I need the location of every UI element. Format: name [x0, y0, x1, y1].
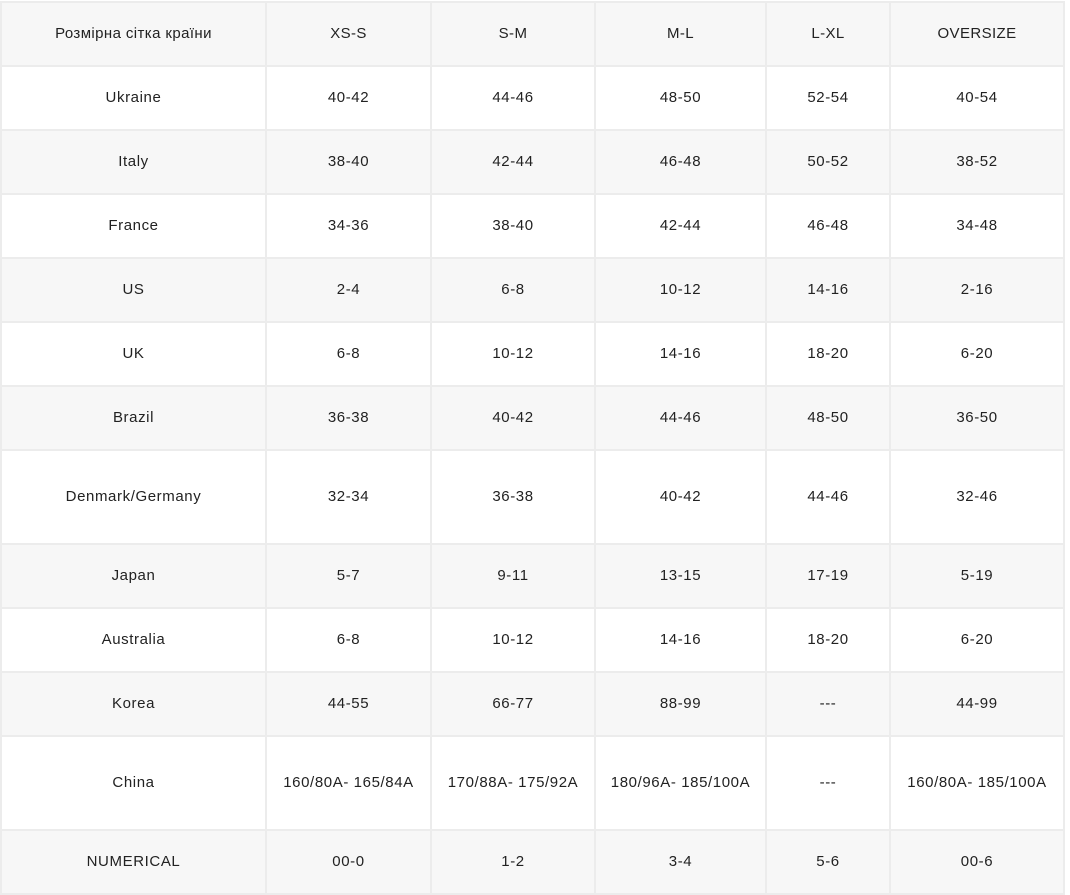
size-cell: 42-44 — [430, 129, 596, 195]
country-cell: US — [0, 257, 267, 323]
table-row: China 160/80A- 165/84A 170/88A- 175/92A 180… — [0, 735, 1065, 831]
size-cell: 9-11 — [430, 543, 596, 609]
size-cell: 34-36 — [265, 193, 432, 259]
size-cell: 17-19 — [765, 543, 891, 609]
table-row: US 2-4 6-8 10-12 14-16 2-16 — [0, 257, 1065, 323]
size-cell: 180/96A- 185/100A — [594, 735, 767, 831]
size-cell: 6-20 — [889, 321, 1065, 387]
size-cell: 2-16 — [889, 257, 1065, 323]
size-cell: --- — [765, 735, 891, 831]
size-cell: 32-46 — [889, 449, 1065, 545]
size-cell: 40-54 — [889, 65, 1065, 131]
size-cell: 160/80A- 165/84A — [265, 735, 432, 831]
size-cell: 50-52 — [765, 129, 891, 195]
table-row: UK 6-8 10-12 14-16 18-20 6-20 — [0, 321, 1065, 387]
size-cell: 46-48 — [765, 193, 891, 259]
size-cell: 44-46 — [765, 449, 891, 545]
size-cell: 46-48 — [594, 129, 767, 195]
size-cell: 48-50 — [765, 385, 891, 451]
size-cell: 170/88A- 175/92A — [430, 735, 596, 831]
size-cell: 6-20 — [889, 607, 1065, 673]
size-cell: 42-44 — [594, 193, 767, 259]
size-cell: 5-6 — [765, 829, 891, 895]
table-row: Denmark/Germany 32-34 36-38 40-42 44-46 32-46 — [0, 449, 1065, 545]
size-cell: 13-15 — [594, 543, 767, 609]
table-row: Australia 6-8 10-12 14-16 18-20 6-20 — [0, 607, 1065, 673]
table-row: Korea 44-55 66-77 88-99 --- 44-99 — [0, 671, 1065, 737]
country-cell: Korea — [0, 671, 267, 737]
header-row: Розмірна сітка країни XS-S S-M M-L L-XL OVERS… — [0, 1, 1065, 67]
size-header-cell: M-L — [594, 1, 767, 67]
size-header-cell: L-XL — [765, 1, 891, 67]
size-cell: --- — [765, 671, 891, 737]
size-cell: 5-19 — [889, 543, 1065, 609]
size-cell: 38-52 — [889, 129, 1065, 195]
size-header-cell: XS-S — [265, 1, 432, 67]
size-cell: 38-40 — [265, 129, 432, 195]
size-cell: 6-8 — [265, 607, 432, 673]
size-cell: 34-48 — [889, 193, 1065, 259]
size-cell: 3-4 — [594, 829, 767, 895]
size-cell: 2-4 — [265, 257, 432, 323]
size-cell: 00-6 — [889, 829, 1065, 895]
country-cell: Denmark/Germany — [0, 449, 267, 545]
country-cell: UK — [0, 321, 267, 387]
size-cell: 40-42 — [430, 385, 596, 451]
size-cell: 36-38 — [430, 449, 596, 545]
size-cell: 6-8 — [265, 321, 432, 387]
size-cell: 36-50 — [889, 385, 1065, 451]
size-cell: 44-99 — [889, 671, 1065, 737]
size-cell: 1-2 — [430, 829, 596, 895]
country-cell: China — [0, 735, 267, 831]
country-cell: Ukraine — [0, 65, 267, 131]
size-cell: 36-38 — [265, 385, 432, 451]
country-cell: France — [0, 193, 267, 259]
table-row: Italy 38-40 42-44 46-48 50-52 38-52 — [0, 129, 1065, 195]
country-cell: Australia — [0, 607, 267, 673]
table-row: Japan 5-7 9-11 13-15 17-19 5-19 — [0, 543, 1065, 609]
size-header-cell: OVERSIZE — [889, 1, 1065, 67]
size-cell: 14-16 — [594, 607, 767, 673]
size-cell: 18-20 — [765, 321, 891, 387]
size-cell: 66-77 — [430, 671, 596, 737]
size-cell: 40-42 — [594, 449, 767, 545]
size-cell: 88-99 — [594, 671, 767, 737]
size-cell: 160/80A- 185/100A — [889, 735, 1065, 831]
size-cell: 44-55 — [265, 671, 432, 737]
country-cell: Italy — [0, 129, 267, 195]
size-cell: 32-34 — [265, 449, 432, 545]
size-cell: 10-12 — [430, 607, 596, 673]
size-header-cell: S-M — [430, 1, 596, 67]
country-cell: Japan — [0, 543, 267, 609]
size-cell: 10-12 — [594, 257, 767, 323]
size-cell: 38-40 — [430, 193, 596, 259]
country-header-cell: Розмірна сітка країни — [0, 1, 267, 67]
country-cell: NUMERICAL — [0, 829, 267, 895]
table-row: Ukraine 40-42 44-46 48-50 52-54 40-54 — [0, 65, 1065, 131]
size-cell: 00-0 — [265, 829, 432, 895]
size-cell: 5-7 — [265, 543, 432, 609]
size-cell: 44-46 — [594, 385, 767, 451]
size-cell: 40-42 — [265, 65, 432, 131]
table-row: Brazil 36-38 40-42 44-46 48-50 36-50 — [0, 385, 1065, 451]
size-cell: 6-8 — [430, 257, 596, 323]
size-cell: 14-16 — [765, 257, 891, 323]
size-cell: 52-54 — [765, 65, 891, 131]
size-cell: 48-50 — [594, 65, 767, 131]
table-row: NUMERICAL 00-0 1-2 3-4 5-6 00-6 — [0, 829, 1065, 895]
size-cell: 44-46 — [430, 65, 596, 131]
size-cell: 10-12 — [430, 321, 596, 387]
size-cell: 18-20 — [765, 607, 891, 673]
table-row: France 34-36 38-40 42-44 46-48 34-48 — [0, 193, 1065, 259]
country-cell: Brazil — [0, 385, 267, 451]
size-cell: 14-16 — [594, 321, 767, 387]
